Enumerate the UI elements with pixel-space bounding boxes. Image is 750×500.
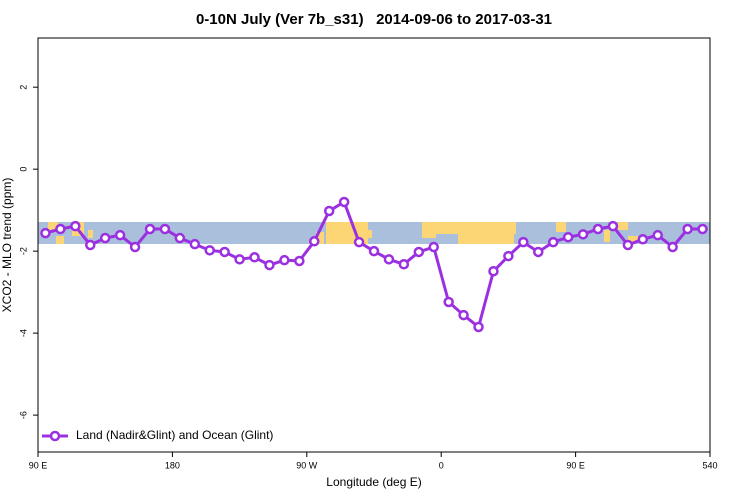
point [70,220,81,232]
point [547,236,559,248]
point [204,245,215,256]
point [592,223,604,235]
x-tick-label: 180 [165,460,180,470]
point [607,220,619,232]
point [40,227,51,239]
x-tick-label: 90 E [29,460,48,470]
point [443,296,454,308]
point [159,223,171,235]
point [85,239,96,251]
x-tick-label: 90 W [296,460,318,470]
point [383,254,395,265]
x-tick-label: 0 [439,460,444,470]
plot-frame [37,37,711,453]
point [219,246,230,258]
point [577,229,589,240]
point [55,223,66,235]
point [562,231,574,243]
point [189,238,201,250]
y-tick-label: -4 [18,329,28,337]
point [652,229,663,241]
point [533,246,544,258]
point [264,259,275,271]
point [294,255,305,267]
point [309,236,320,247]
x-axis-label: Longitude (deg E) [326,475,421,489]
point [473,321,484,333]
point [697,223,708,235]
x-tick-label: 90 E [566,460,585,470]
point [458,309,469,321]
point [114,229,126,241]
point [503,250,514,262]
point [353,236,365,248]
point [174,232,186,244]
point [622,239,634,251]
x-tick-label: 540 [702,460,717,470]
point [129,241,141,253]
y-axis-label: XCO2 - MLO trend (ppm) [0,178,14,313]
point [637,234,649,245]
y-tick-label: 0 [18,167,28,172]
point [144,223,156,235]
point [428,241,439,253]
point [682,223,693,235]
point [368,245,380,257]
series-line [45,199,703,330]
legend-label: Land (Nadir&Glint) and Ocean (Glint) [76,428,273,442]
point [279,254,290,266]
point [518,236,529,248]
point [323,205,335,217]
point [338,196,350,208]
ocean-band [38,222,710,244]
y-tick-label: -6 [18,411,28,419]
y-tick-label: -2 [18,247,28,255]
point [99,232,111,244]
point [398,259,410,270]
point [234,254,245,265]
legend-marker [49,430,61,442]
point [488,265,499,277]
point [249,252,260,263]
y-tick-label: 2 [18,85,28,90]
chart-title: 0-10N July (Ver 7b_s31) 2014-09-06 to 20… [196,11,552,28]
land-ocean-map [38,222,710,244]
point [413,246,425,258]
point [667,241,678,253]
land-patches [48,222,638,244]
